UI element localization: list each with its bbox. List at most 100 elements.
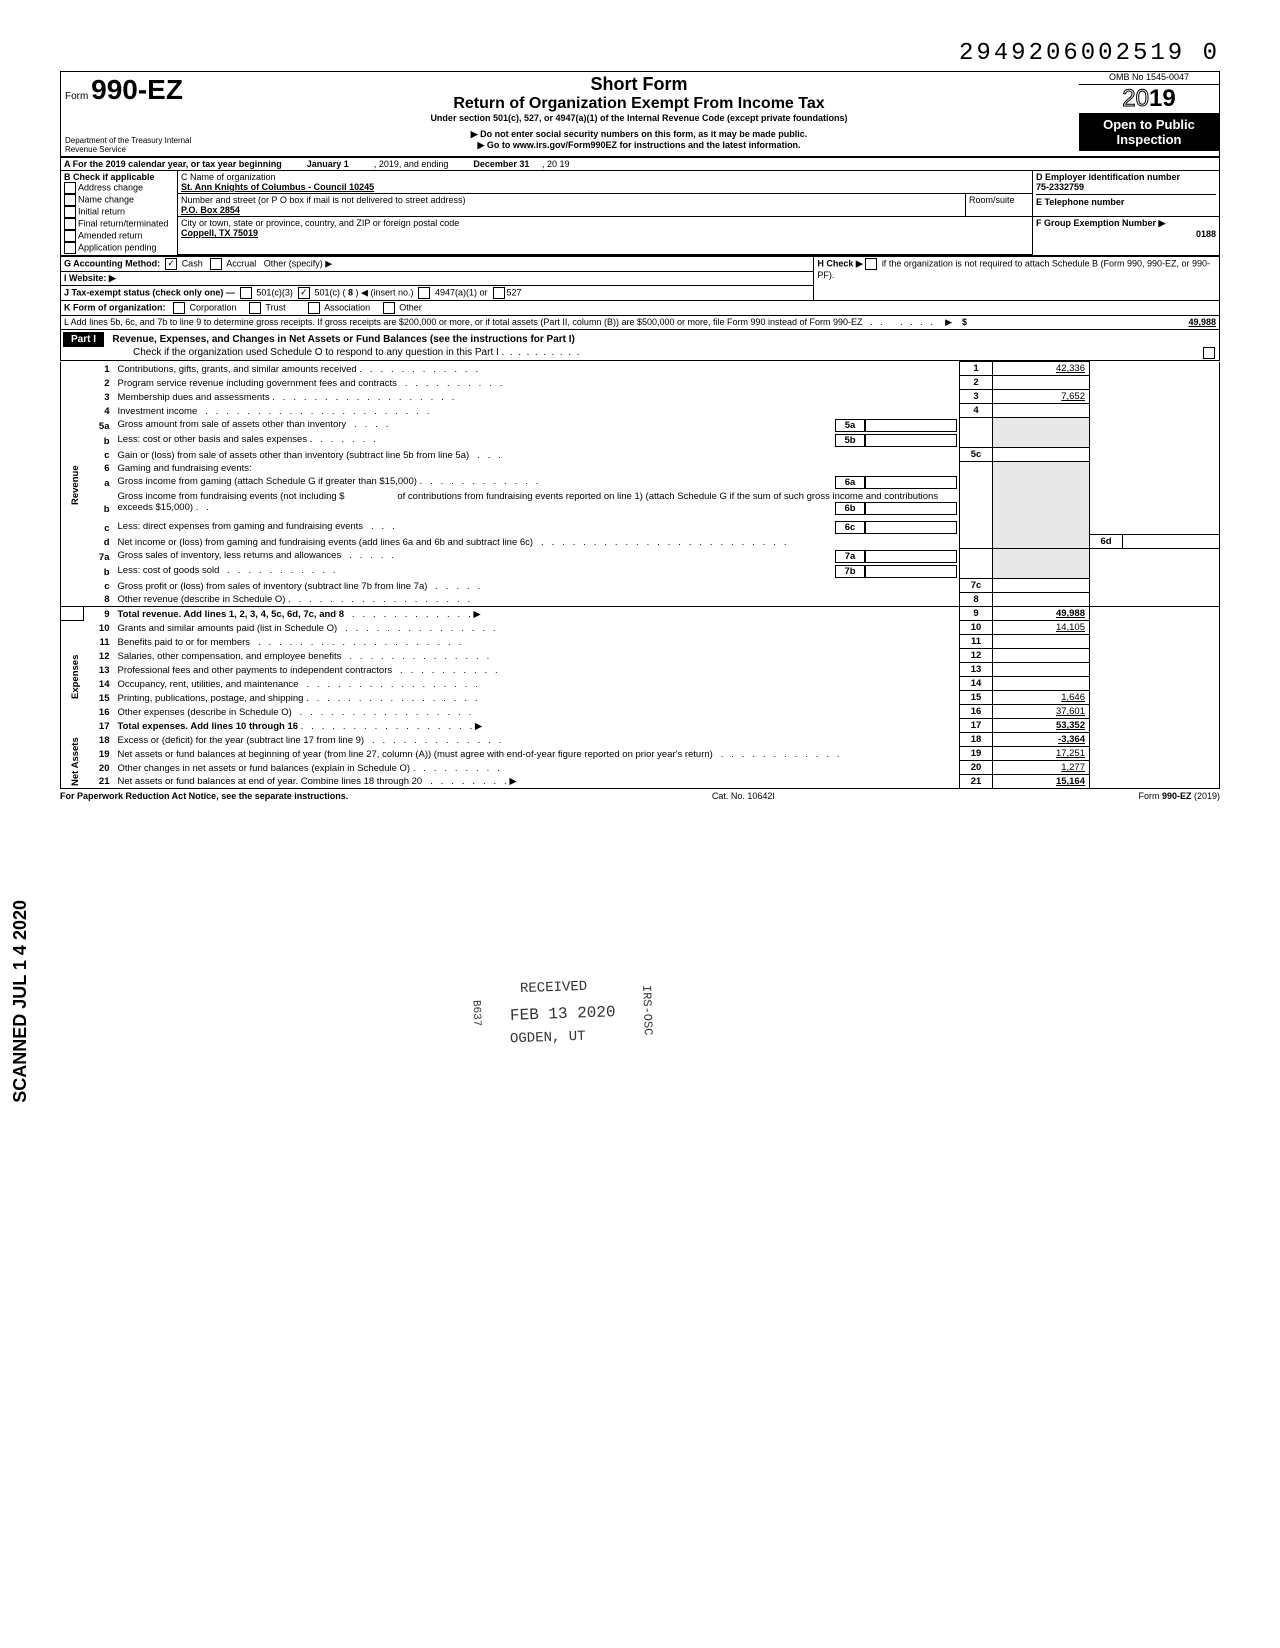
checkbox-cash[interactable]: ✓ bbox=[165, 258, 177, 270]
j-527: 527 bbox=[507, 287, 522, 297]
tax-year: 2019 bbox=[1079, 85, 1219, 113]
line-7b-text: Less: cost of goods sold bbox=[118, 565, 220, 576]
k-corp: Corporation bbox=[190, 302, 237, 312]
line-14-text: Occupancy, rent, utilities, and maintena… bbox=[118, 679, 299, 690]
stamp-location: OGDEN, UT bbox=[510, 1029, 586, 1048]
checkbox-corp[interactable] bbox=[173, 302, 185, 314]
ssn-warning: ▶ Do not enter social security numbers o… bbox=[203, 129, 1075, 140]
line-6b-text: Gross income from fundraising events (no… bbox=[118, 491, 345, 502]
opt-final-return: Final return/terminated bbox=[78, 218, 169, 228]
j-501c-after: ) ◀ (insert no.) bbox=[356, 287, 414, 297]
line-18-text: Excess or (deficit) for the year (subtra… bbox=[118, 735, 365, 746]
line-6a-text: Gross income from gaming (attach Schedul… bbox=[118, 476, 417, 487]
section-i-label: I Website: ▶ bbox=[64, 273, 116, 283]
line-3-text: Membership dues and assessments bbox=[118, 392, 270, 403]
line-15-val: 1,646 bbox=[993, 691, 1090, 705]
checkbox-amended[interactable] bbox=[64, 230, 76, 242]
form-header: Form 990-EZ Department of the Treasury I… bbox=[60, 71, 1220, 157]
year-end: December 31 bbox=[473, 159, 529, 169]
line-8-text: Other revenue (describe in Schedule O) bbox=[118, 594, 286, 605]
j-501c-num: 8 bbox=[348, 287, 353, 297]
section-j-label: J Tax-exempt status (check only one) — bbox=[64, 287, 235, 297]
checkbox-other[interactable] bbox=[383, 302, 395, 314]
opt-initial-return: Initial return bbox=[78, 206, 125, 216]
section-k-label: K Form of organization: bbox=[64, 302, 166, 312]
line-7a-text: Gross sales of inventory, less returns a… bbox=[118, 550, 342, 561]
line-20-text: Other changes in net assets or fund bala… bbox=[118, 763, 411, 774]
section-h-label: H Check ▶ bbox=[817, 258, 862, 268]
line-3-val: 7,652 bbox=[993, 390, 1090, 404]
line-6c-text: Less: direct expenses from gaming and fu… bbox=[118, 521, 364, 532]
line-5b-text: Less: cost or other basis and sales expe… bbox=[118, 434, 308, 445]
goto-link: ▶ Go to www.irs.gov/Form990EZ for instru… bbox=[203, 140, 1075, 151]
checkbox-address-change[interactable] bbox=[64, 182, 76, 194]
checkbox-accrual[interactable] bbox=[210, 258, 222, 270]
line-1-num: 1 bbox=[83, 362, 116, 376]
org-name: St. Ann Knights of Columbus - Council 10… bbox=[181, 182, 374, 192]
line-11-text: Benefits paid to or for members bbox=[118, 637, 251, 648]
checkbox-pending[interactable] bbox=[64, 242, 76, 254]
under-section: Under section 501(c), 527, or 4947(a)(1)… bbox=[203, 113, 1075, 123]
ein-value: 75-2332759 bbox=[1036, 182, 1084, 192]
footer-left: For Paperwork Reduction Act Notice, see … bbox=[60, 791, 348, 801]
opt-address-change: Address change bbox=[78, 182, 143, 192]
k-assoc: Association bbox=[324, 302, 370, 312]
line-21-text: Net assets or fund balances at end of ye… bbox=[118, 776, 423, 787]
section-l-text: L Add lines 5b, 6c, and 7b to line 9 to … bbox=[64, 317, 863, 327]
street-value: P.O. Box 2854 bbox=[181, 205, 240, 215]
checkbox-final-return[interactable] bbox=[64, 218, 76, 230]
section-a-label: A For the 2019 calendar year, or tax yea… bbox=[64, 159, 282, 169]
line-16-val: 37,601 bbox=[993, 705, 1090, 719]
j-4947: 4947(a)(1) or bbox=[435, 287, 488, 297]
line-4-val bbox=[993, 404, 1090, 418]
k-other: Other bbox=[399, 302, 422, 312]
return-title: Return of Organization Exempt From Incom… bbox=[203, 95, 1075, 113]
checkbox-initial-return[interactable] bbox=[64, 206, 76, 218]
part1-title: Revenue, Expenses, and Changes in Net As… bbox=[112, 334, 575, 345]
line-1-box: 1 bbox=[960, 362, 993, 376]
checkbox-501c[interactable]: ✓ bbox=[298, 287, 310, 299]
line-18-val: -3,364 bbox=[993, 733, 1090, 747]
line-19-text: Net assets or fund balances at beginning… bbox=[118, 749, 713, 760]
line-6-text: Gaming and fundraising events: bbox=[116, 462, 960, 475]
line-13-text: Professional fees and other payments to … bbox=[118, 665, 393, 676]
line-5a-text: Gross amount from sale of assets other t… bbox=[118, 419, 347, 430]
checkbox-schedule-b[interactable] bbox=[865, 258, 877, 270]
checkbox-schedule-o[interactable] bbox=[1203, 347, 1215, 359]
line-5c-text: Gain or (loss) from sale of assets other… bbox=[118, 450, 470, 461]
line-6d-text: Net income or (loss) from gaming and fun… bbox=[118, 537, 534, 548]
checkbox-assoc[interactable] bbox=[308, 302, 320, 314]
line-1-val: 42,336 bbox=[993, 362, 1090, 376]
k-trust: Trust bbox=[265, 302, 285, 312]
section-c-street-label: Number and street (or P O box if mail is… bbox=[181, 195, 465, 205]
checkbox-527[interactable] bbox=[493, 287, 505, 299]
line-12-text: Salaries, other compensation, and employ… bbox=[118, 651, 342, 662]
line-8-val bbox=[993, 593, 1090, 607]
document-number: 2949206002519 0 bbox=[60, 40, 1220, 67]
checkbox-trust[interactable] bbox=[249, 302, 261, 314]
line-21-val: 15,164 bbox=[993, 775, 1090, 789]
stamp-received: RECEIVED bbox=[520, 979, 588, 997]
line-7c-val bbox=[993, 579, 1090, 593]
line-19-val: 17,251 bbox=[993, 747, 1090, 761]
omb-number: OMB No 1545-0047 bbox=[1079, 72, 1219, 85]
footer-mid: Cat. No. 10642I bbox=[712, 791, 775, 801]
line-7c-text: Gross profit or (loss) from sales of inv… bbox=[118, 581, 428, 592]
year-begin: January 1 bbox=[307, 159, 349, 169]
part1-label: Part I bbox=[63, 332, 104, 347]
expenses-side-label: Expenses bbox=[61, 621, 84, 733]
checkbox-501c3[interactable] bbox=[240, 287, 252, 299]
opt-amended: Amended return bbox=[78, 230, 143, 240]
part1-check-text: Check if the organization used Schedule … bbox=[133, 347, 499, 358]
line-9-text: Total revenue. Add lines 1, 2, 3, 4, 5c,… bbox=[118, 609, 345, 620]
group-exemption-value: 0188 bbox=[1196, 229, 1216, 239]
room-suite-label: Room/suite bbox=[966, 194, 1033, 217]
checkbox-name-change[interactable] bbox=[64, 194, 76, 206]
line-2-text: Program service revenue including govern… bbox=[118, 378, 397, 389]
section-g-label: G Accounting Method: bbox=[64, 258, 160, 268]
checkbox-4947[interactable] bbox=[418, 287, 430, 299]
section-c-name-label: C Name of organization bbox=[181, 172, 276, 182]
line-10-val: 14,105 bbox=[993, 621, 1090, 635]
line-2-val bbox=[993, 376, 1090, 390]
opt-pending: Application pending bbox=[78, 242, 157, 252]
